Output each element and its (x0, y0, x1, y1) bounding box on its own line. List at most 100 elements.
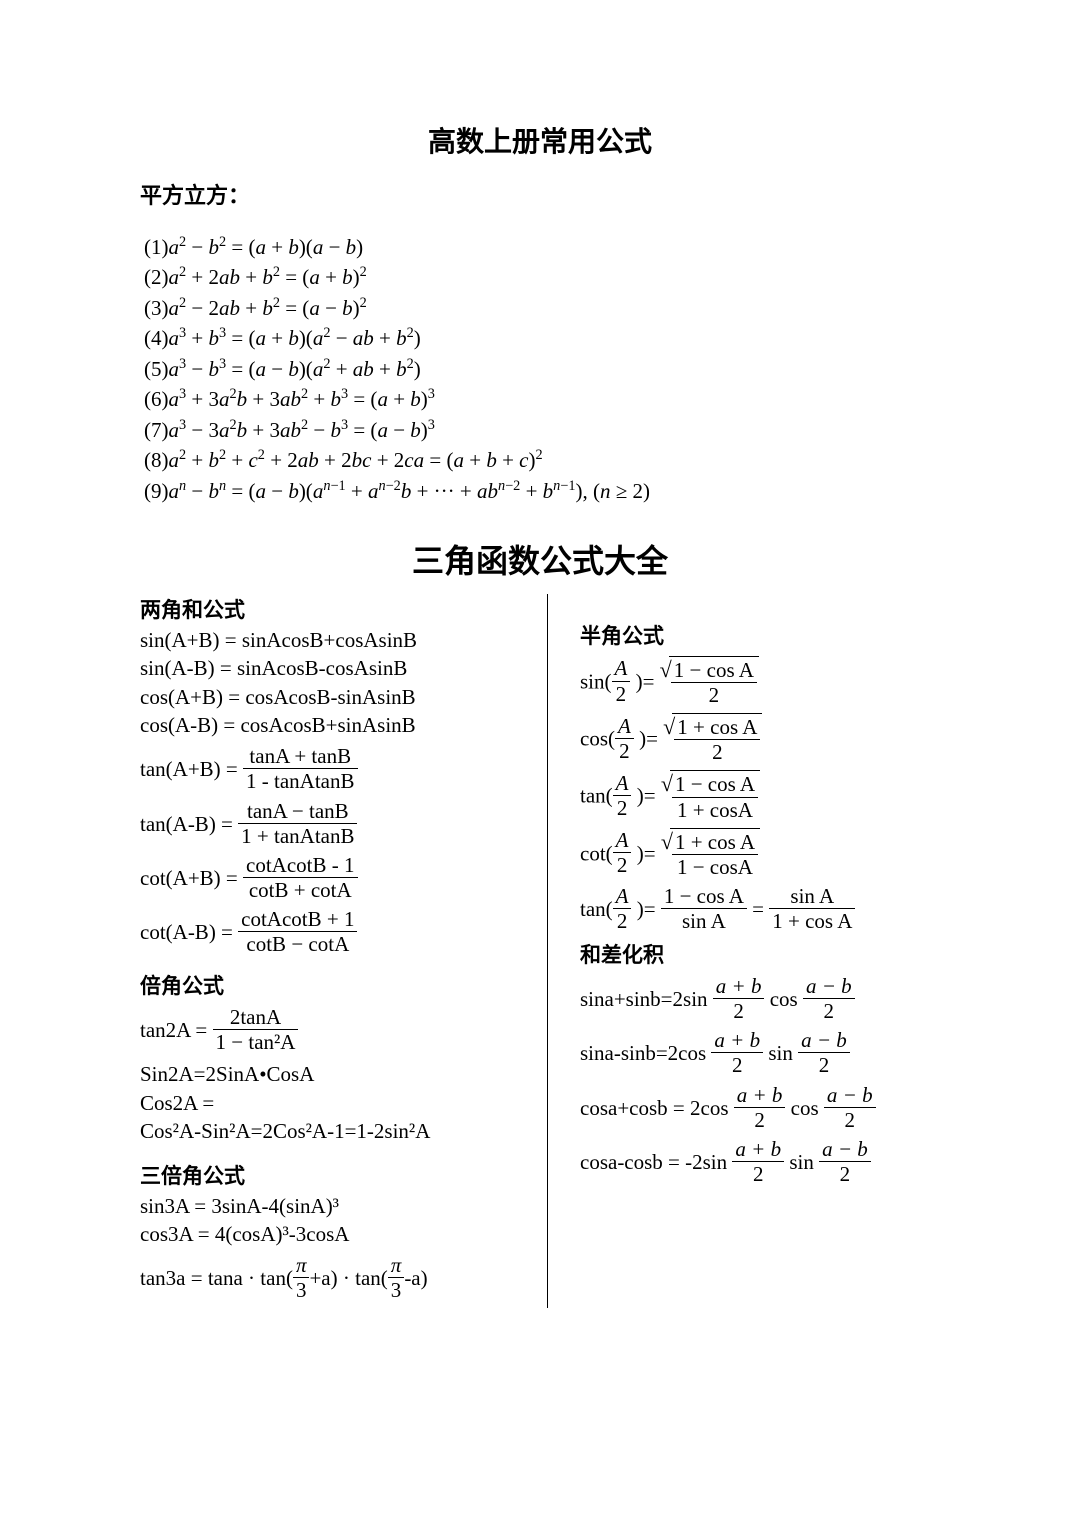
eq: )= (631, 897, 660, 921)
algebra-line: (2)a2 + 2ab + b2 = (a + b)2 (144, 262, 940, 292)
formula-half-tan: tan(A2 )= √1 − cos A1 + cosA (580, 770, 940, 821)
fraction-1: a + b2 (732, 1138, 784, 1186)
fraction: 2tanA 1 − tan²A (213, 1006, 299, 1054)
two-column-layout: 两角和公式 sin(A+B) = sinAcosB+cosAsinB sin(A… (140, 594, 940, 1309)
numerator: 1 − cos A (672, 773, 758, 797)
heading-triple-angle: 三倍角公式 (140, 1160, 529, 1190)
denominator: 1 - tanAtanB (243, 769, 357, 793)
eq: )= (630, 669, 659, 693)
sqrt: √1 − cos A1 + cosA (661, 770, 760, 821)
numerator: π (388, 1254, 405, 1278)
formula-sin2a: Sin2A=2SinA•CosA (140, 1060, 529, 1088)
eq: )= (631, 841, 660, 865)
formula-sp4: cosa-cosb = -2sin a + b2 sin a − b2 (580, 1138, 940, 1186)
numerator: 1 + cos A (672, 831, 758, 855)
formula-half-sin: sin(A2 )= √1 − cos A2 (580, 656, 940, 707)
lhs: tan(A+B) = (140, 757, 238, 781)
numerator: A (613, 772, 632, 796)
arg-fraction: A2 (615, 715, 634, 763)
lhs: tan(A-B) = (140, 812, 233, 836)
numerator: cotAcotB - 1 (243, 854, 357, 878)
numerator: A (613, 829, 632, 853)
heading-half-angle: 半角公式 (580, 620, 940, 650)
numerator: 1 − cos A (661, 885, 747, 909)
eq: )= (631, 784, 660, 808)
formula-sin3a: sin3A = 3sinA-4(sinA)³ (140, 1192, 529, 1220)
formula-sp2: sina-sinb=2cos a + b2 sin a − b2 (580, 1029, 940, 1077)
formula-line: cos(A-B) = cosAcosB+sinAsinB (140, 711, 529, 739)
tan3a-pre: tan3a = tana · tan( (140, 1266, 293, 1290)
denominator: 2 (798, 1053, 850, 1077)
formula-half-cot: cot(A2 )= √1 + cos A1 − cosA (580, 828, 940, 879)
lhs: tan2A = (140, 1018, 207, 1042)
numerator: a + b (734, 1084, 786, 1108)
fraction-pi3-2: π3 (388, 1254, 405, 1302)
sqrt: √1 + cos A1 − cosA (661, 828, 760, 879)
denominator: 2 (612, 682, 631, 706)
denominator: 2 (613, 853, 632, 877)
formula-cot-a-minus-b: cot(A-B) = cotAcotB + 1 cotB − cotA (140, 908, 529, 956)
denominator: 1 − tan²A (213, 1030, 299, 1054)
fraction: 1 + cos A1 − cosA (672, 831, 758, 879)
lhs: tan( (580, 897, 613, 921)
numerator: a − b (798, 1029, 850, 1053)
lhs: cot(A+B) = (140, 866, 238, 890)
lhs: tan( (580, 784, 613, 808)
denominator: 2 (671, 683, 757, 707)
formula-tan3a: tan3a = tana · tan(π3+a) · tan(π3-a) (140, 1254, 529, 1302)
formula-cot-a-plus-b: cot(A+B) = cotAcotB - 1 cotB + cotA (140, 854, 529, 902)
fraction: 1 + cos A2 (674, 716, 760, 764)
numerator: A (613, 885, 632, 909)
formula-cos2a-expand: Cos²A-Sin²A=2Cos²A-1=1-2sin²A (140, 1117, 529, 1145)
lhs: cot(A-B) = (140, 920, 233, 944)
lhs: sina+sinb=2sin (580, 987, 708, 1011)
arg-fraction: A2 (613, 829, 632, 877)
fraction: cotAcotB + 1 cotB − cotA (238, 908, 357, 956)
mid: sin (789, 1150, 819, 1174)
denominator: 2 (713, 999, 765, 1023)
formula-tan2a: tan2A = 2tanA 1 − tan²A (140, 1006, 529, 1054)
fraction-2: sin A1 + cos A (769, 885, 855, 933)
algebra-line: (9)an − bn = (a − b)(an−1 + an−2b + ··· … (144, 476, 940, 506)
denominator: 2 (824, 1108, 876, 1132)
numerator: tanA + tanB (243, 745, 357, 769)
algebra-line: (1)a2 − b2 = (a + b)(a − b) (144, 232, 940, 262)
lhs: cosa-cosb = -2sin (580, 1150, 727, 1174)
lhs: cot( (580, 841, 613, 865)
algebra-line: (8)a2 + b2 + c2 + 2ab + 2bc + 2ca = (a +… (144, 445, 940, 475)
denominator: sin A (661, 909, 747, 933)
formula-tan-a-plus-b: tan(A+B) = tanA + tanB 1 - tanAtanB (140, 745, 529, 793)
numerator: 1 + cos A (674, 716, 760, 740)
numerator: sin A (769, 885, 855, 909)
algebra-line: (4)a3 + b3 = (a + b)(a2 − ab + b2) (144, 323, 940, 353)
equals: = (752, 897, 769, 921)
fraction-1: a + b2 (711, 1029, 763, 1077)
formula-sp1: sina+sinb=2sin a + b2 cos a − b2 (580, 975, 940, 1023)
denominator: 2 (711, 1053, 763, 1077)
fraction-pi3-1: π3 (293, 1254, 310, 1302)
left-column: 两角和公式 sin(A+B) = sinAcosB+cosAsinB sin(A… (140, 594, 548, 1309)
numerator: a − b (803, 975, 855, 999)
algebra-line: (5)a3 − b3 = (a − b)(a2 + ab + b2) (144, 354, 940, 384)
numerator: A (612, 657, 631, 681)
fraction-1: 1 − cos Asin A (661, 885, 747, 933)
fraction-1: a + b2 (713, 975, 765, 1023)
algebra-line: (3)a2 − 2ab + b2 = (a − b)2 (144, 293, 940, 323)
tan3a-post: -a) (404, 1266, 427, 1290)
arg-fraction: A2 (613, 772, 632, 820)
formula-line: cos(A+B) = cosAcosB-sinAsinB (140, 683, 529, 711)
sqrt: √1 + cos A2 (663, 713, 762, 764)
lhs: cos( (580, 727, 615, 751)
numerator: π (293, 1254, 310, 1278)
denominator: 2 (615, 739, 634, 763)
denominator: 1 + cos A (769, 909, 855, 933)
numerator: a + b (732, 1138, 784, 1162)
fraction-2: a − b2 (824, 1084, 876, 1132)
trig-title: 三角函数公式大全 (140, 536, 940, 582)
fraction-2: a − b2 (803, 975, 855, 1023)
denominator: 2 (819, 1162, 871, 1186)
denominator: 2 (734, 1108, 786, 1132)
denominator: 2 (674, 740, 760, 764)
denominator: cotB + cotA (243, 878, 357, 902)
formula-half-tan-alt: tan(A2 )= 1 − cos Asin A = sin A1 + cos … (580, 885, 940, 933)
